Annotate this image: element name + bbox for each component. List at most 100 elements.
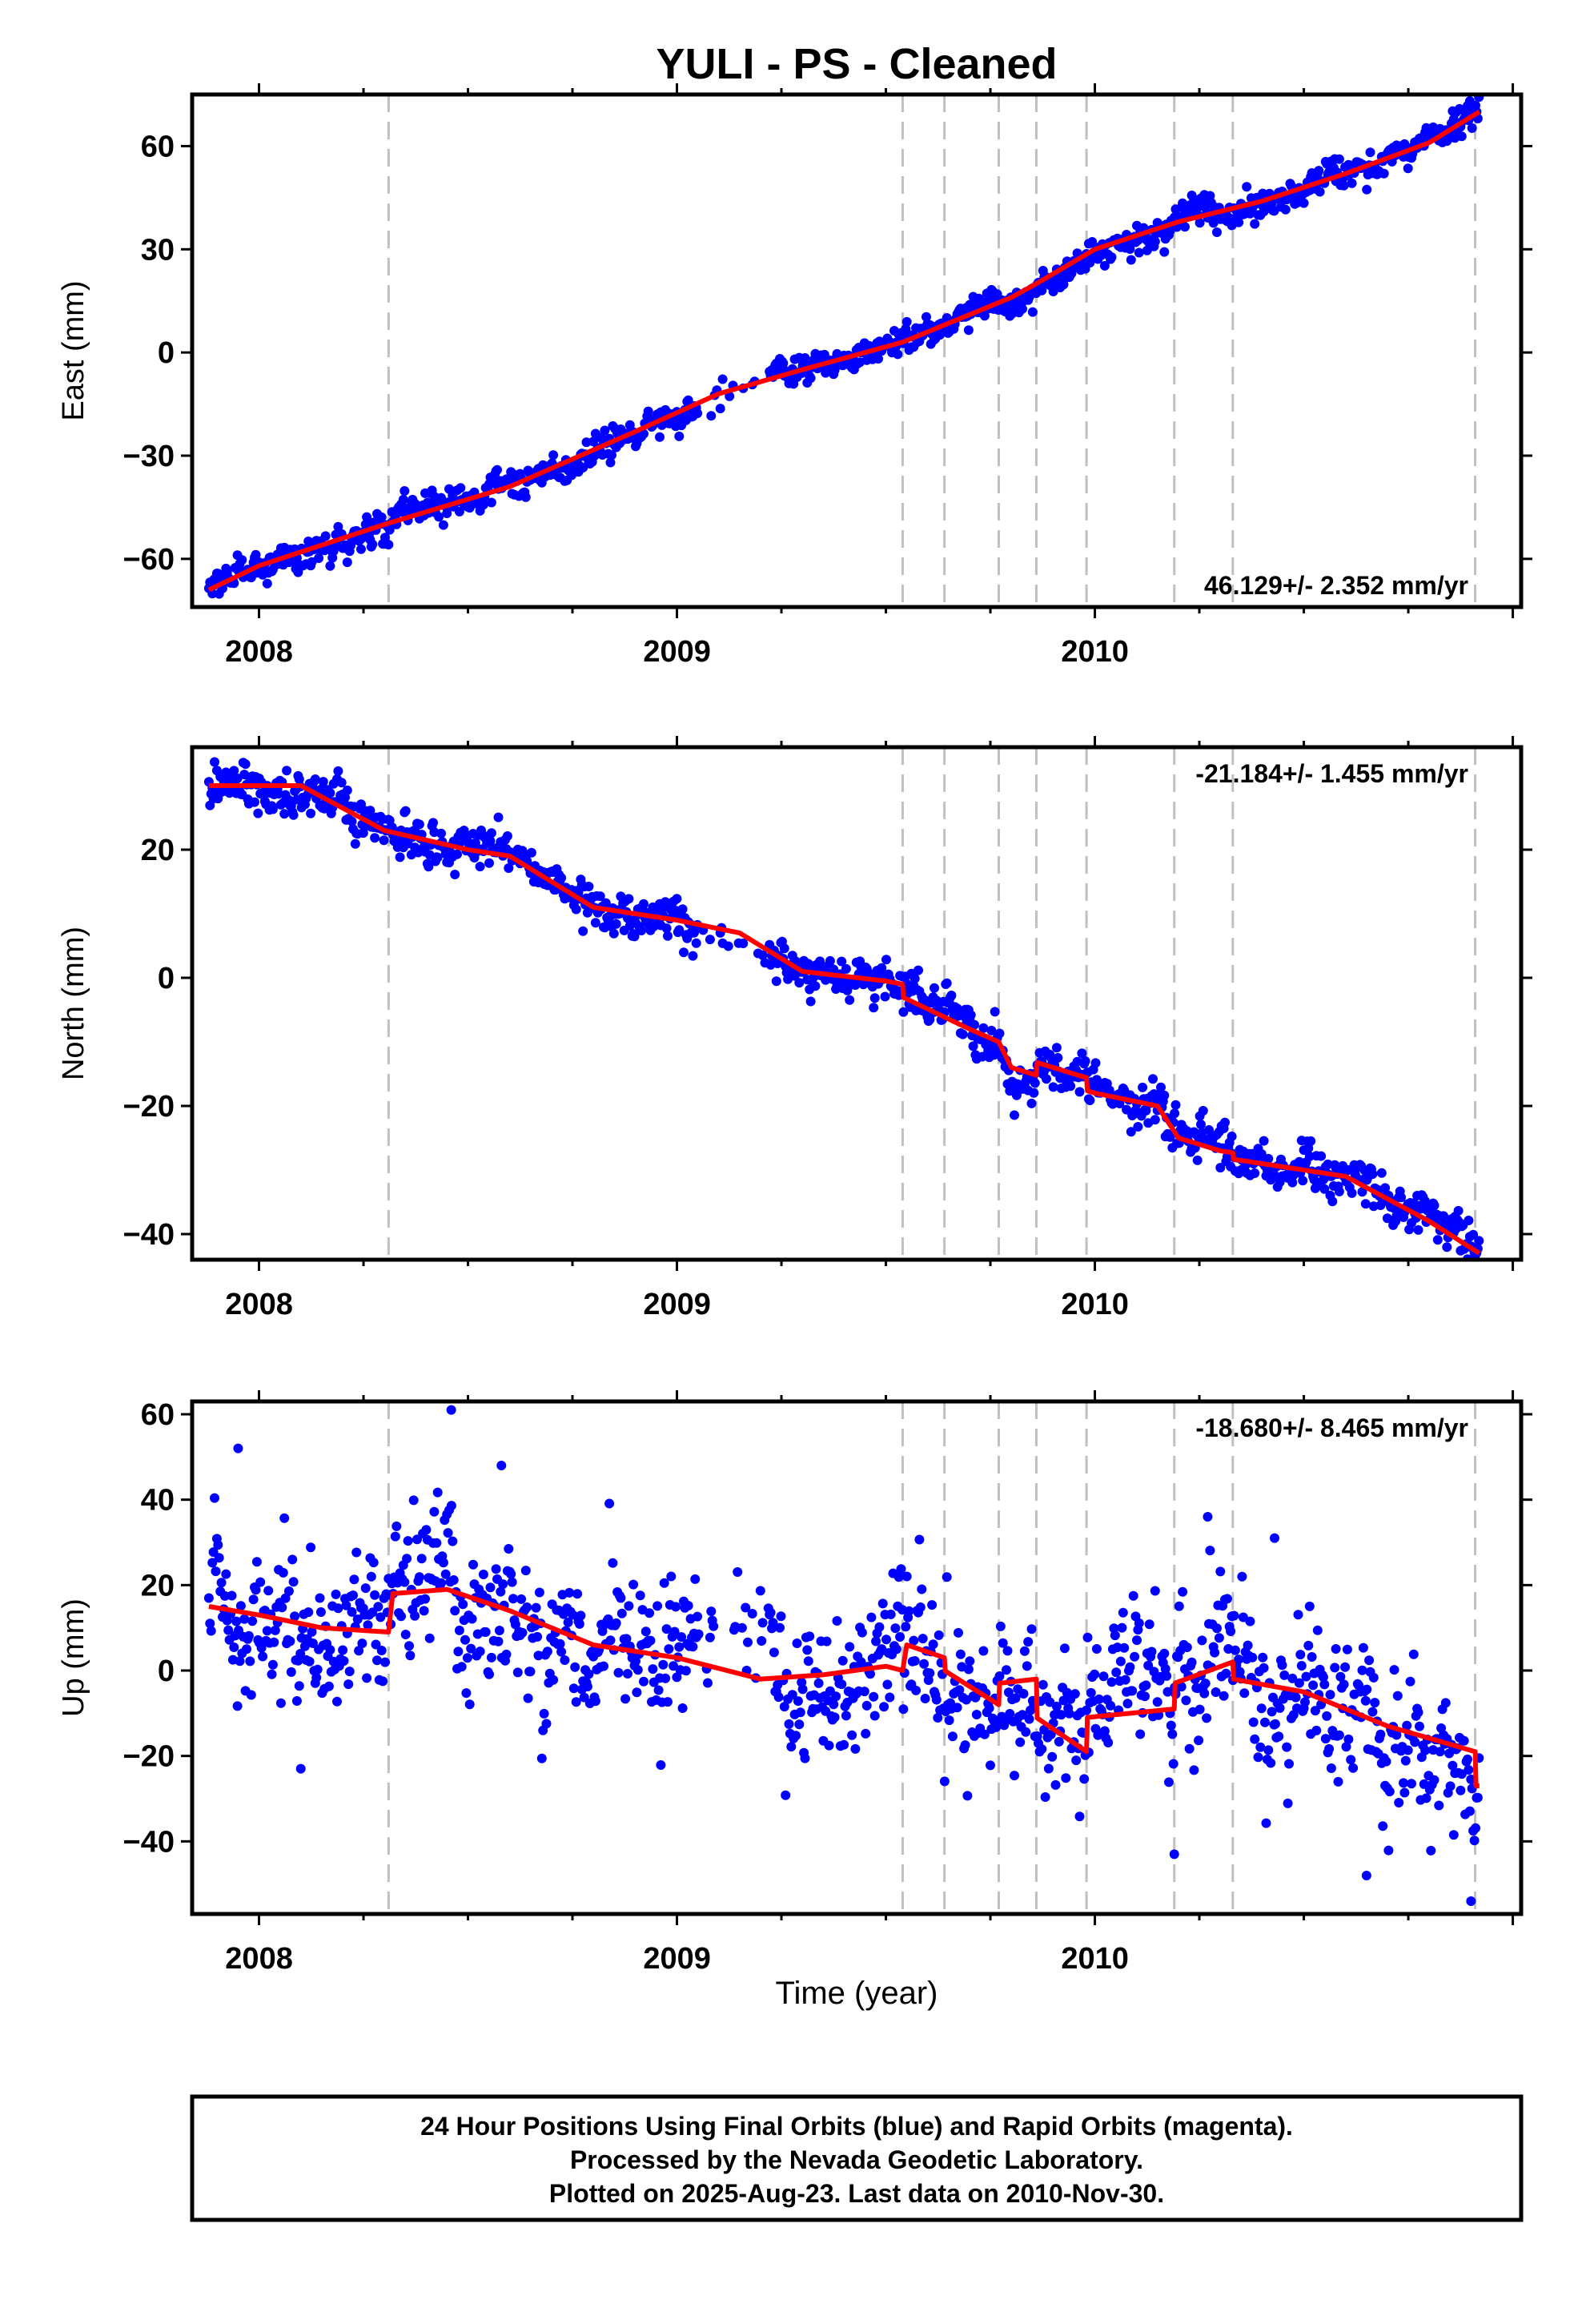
data-point [1194,1735,1204,1746]
data-point [1205,1546,1215,1556]
x-tick-label-e: 2009 [643,635,711,669]
data-point [378,1676,388,1687]
data-point [380,1657,390,1667]
data-point [1174,1601,1184,1611]
data-point [1468,1229,1479,1240]
data-point [821,1636,832,1647]
data-point [1082,1705,1092,1715]
data-point [1448,1830,1459,1840]
data-point [1159,247,1170,257]
data-point [803,1656,813,1667]
data-point [1150,236,1160,247]
data-point [448,1575,459,1585]
data-point [1471,1823,1480,1833]
data-point [1165,1132,1175,1142]
data-point [954,1627,963,1638]
data-point [269,1637,279,1647]
data-point [396,1611,406,1622]
data-point [885,1692,895,1703]
x-tick-label-n: 2009 [643,1288,711,1321]
data-point [850,1743,861,1754]
data-point [219,1590,230,1601]
data-point [865,1669,875,1679]
data-point [1051,1043,1062,1053]
data-point [282,766,292,776]
data-point [800,353,810,363]
y-tick-label-n: 20 [141,834,175,867]
data-point [693,408,703,419]
data-point [893,1572,904,1582]
data-point [1304,1601,1315,1611]
data-point [584,1669,594,1679]
data-point [403,1536,413,1546]
y-tick-label-e: −30 [123,440,175,473]
data-point [1029,1088,1039,1098]
data-point [984,1703,994,1713]
data-point [1159,1090,1170,1100]
data-point [1335,1671,1346,1682]
data-point [251,1585,261,1595]
data-point [1334,154,1344,164]
data-point [1360,1199,1371,1209]
outlier-point-0 [233,1443,243,1454]
data-point [1376,1168,1387,1178]
data-point [1230,1645,1240,1655]
data-point [563,1617,573,1627]
data-point [571,904,581,915]
data-point [1389,1665,1399,1675]
data-point [1144,1619,1154,1630]
outlier-point-3 [1203,1512,1213,1522]
data-point [706,411,717,421]
data-point [1445,1781,1456,1791]
data-point [672,894,682,904]
data-point [979,311,990,321]
data-point [358,828,368,838]
data-point [486,1652,496,1663]
data-point [631,1656,640,1667]
data-point [939,1776,950,1787]
data-point [516,1594,527,1604]
data-point [898,1704,909,1715]
data-point [548,1675,559,1685]
data-point [781,1790,791,1800]
data-point [990,1007,1000,1017]
data-point [478,500,488,510]
data-point [1079,1774,1090,1784]
data-point [1059,1643,1070,1654]
data-point [462,1653,472,1663]
data-point [915,1602,926,1612]
data-point [1378,1821,1388,1831]
data-point [1204,1125,1214,1135]
data-point [448,1536,458,1546]
chart-title: YULI - PS - Cleaned [656,40,1057,88]
data-point [850,980,861,990]
data-point [1074,1087,1085,1097]
data-point [663,931,673,941]
data-point [1132,1635,1142,1646]
data-point [1294,1678,1304,1688]
data-point [1210,1647,1220,1658]
data-point [424,1633,435,1643]
data-point [351,1547,362,1558]
data-point [963,1664,974,1675]
data-point [946,991,957,1000]
data-point [1255,1742,1266,1752]
data-point [341,1600,351,1610]
data-point [1456,131,1467,142]
data-point [1237,1571,1247,1582]
data-point [1178,1586,1188,1597]
data-point [968,1041,978,1051]
data-point [235,1656,245,1667]
data-point [560,1655,570,1665]
data-point [366,1571,376,1582]
data-point [1005,1709,1015,1719]
data-point [1303,1640,1314,1651]
x-tick-label-u: 2010 [1061,1942,1129,1976]
data-point [688,1642,698,1652]
data-point [986,1760,995,1771]
data-point [841,1711,851,1721]
data-point [1122,1699,1133,1709]
data-point [590,1696,600,1707]
data-point [239,770,250,780]
data-point [267,1669,277,1679]
